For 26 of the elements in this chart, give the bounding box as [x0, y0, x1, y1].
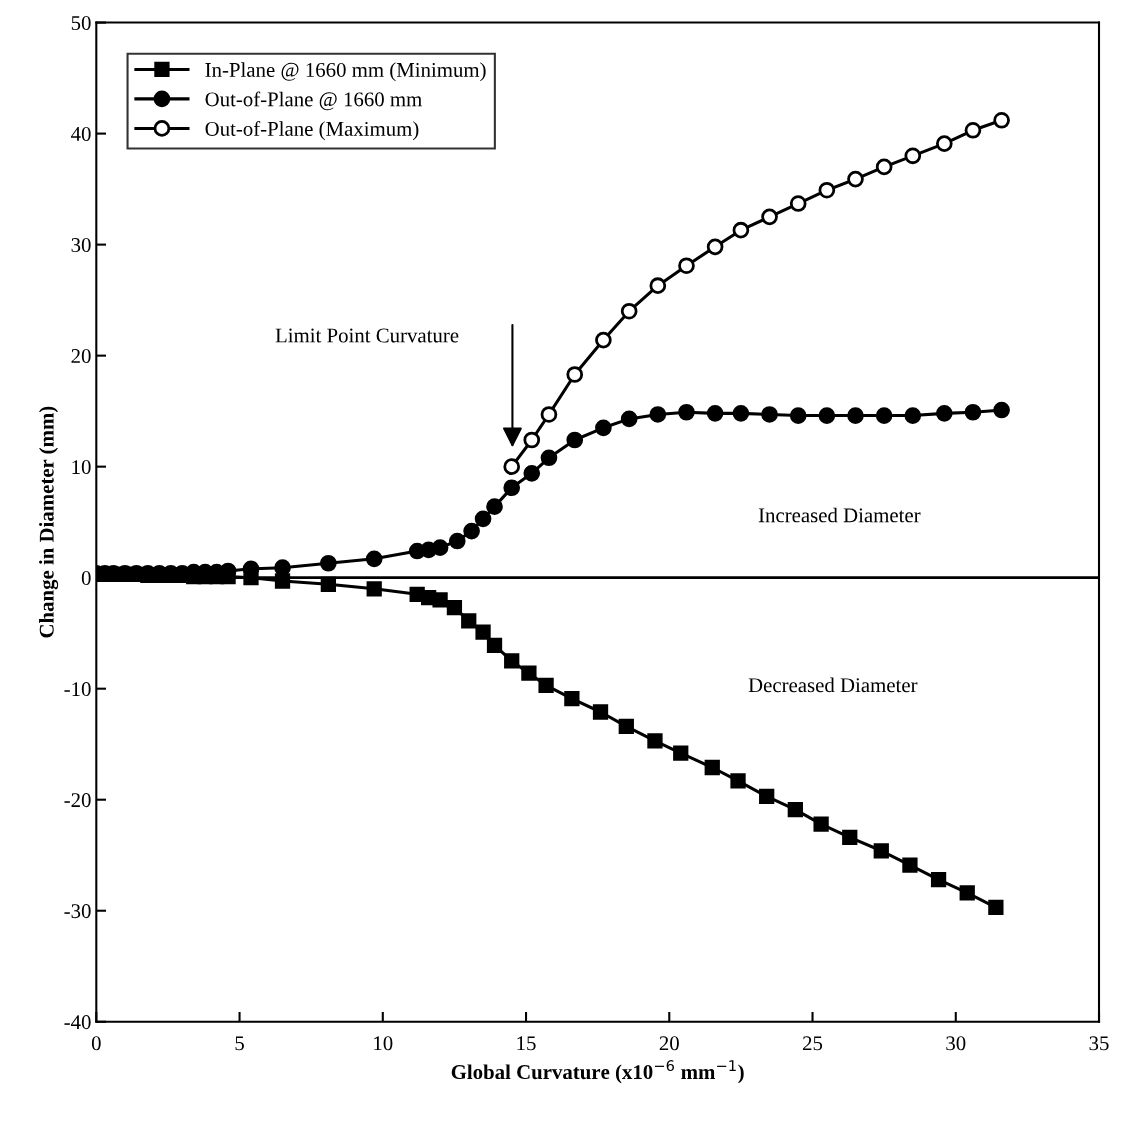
y-tick-label: -30	[64, 904, 91, 919]
x-tick-label: 35	[1089, 1036, 1109, 1051]
x-tick-label: 0	[91, 1036, 101, 1051]
x-tick-label: 15	[517, 1036, 536, 1051]
y-tick-label: 20	[71, 349, 91, 364]
y-tick-label: -10	[64, 682, 91, 697]
legend-label: Out-of-Plane @ 1660 mm	[205, 91, 422, 111]
y-tick-label: 10	[72, 460, 91, 475]
x-axis-title: Global Curvature (x10$^{−6}$ mm$^{−1}$)	[451, 1060, 744, 1084]
annotation: Limit Point Curvature	[275, 328, 459, 343]
x-tick-label: 20	[659, 1036, 679, 1051]
y-tick-label: 0	[81, 571, 91, 586]
y-tick-label: -20	[64, 793, 91, 808]
annotation: Decreased Diameter	[748, 677, 918, 693]
annotation: Increased Diameter	[758, 507, 921, 523]
y-tick-label: 40	[71, 126, 91, 142]
x-tick-label: 10	[374, 1036, 393, 1051]
x-tick-label: 25	[803, 1036, 823, 1051]
y-tick-label: 30	[71, 237, 91, 253]
x-tick-label: 5	[235, 1036, 244, 1051]
y-axis-title: Change in Diameter (mm)	[39, 406, 59, 638]
legend-label: In-Plane @ 1660 mm (Minimum)	[205, 62, 486, 82]
x-tick-label: 30	[946, 1036, 966, 1051]
legend-label: Out-of-Plane (Maximum)	[205, 121, 419, 141]
y-tick-label: -40	[64, 1015, 91, 1030]
y-tick-label: 50	[71, 15, 91, 31]
